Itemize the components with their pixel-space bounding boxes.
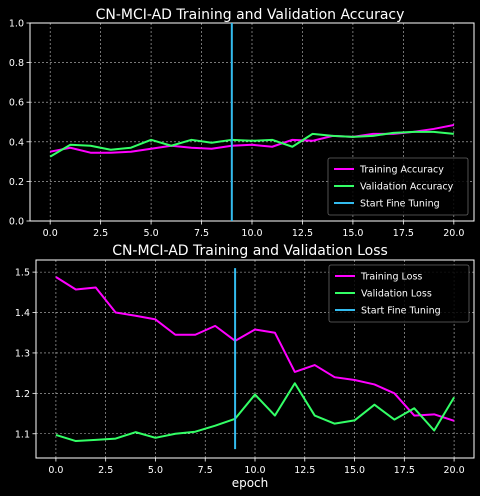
accuracy-legend-box: [327, 157, 469, 216]
loss-panel: CN-MCI-AD Training and Validation Loss e…: [15, 243, 475, 490]
loss-x-tick-label: 0.0: [48, 465, 63, 476]
accuracy-y-tick-label: 0.8: [9, 58, 24, 69]
loss-x-tick-label: 7.5: [198, 465, 213, 476]
accuracy-x-tick-label: 12.5: [292, 228, 313, 239]
accuracy-x-tick-label: 17.5: [393, 228, 414, 239]
accuracy-series-validation-accuracy: [49, 130, 454, 158]
loss-x-tick-label: 17.5: [394, 465, 415, 476]
loss-y-tick-label: 1.4: [15, 308, 30, 319]
loss-x-tick-label: 15.0: [344, 465, 365, 476]
loss-x-tick-label: 5.0: [148, 465, 163, 476]
loss-x-tick-label: 20.0: [444, 465, 465, 476]
accuracy-chart-title: CN-MCI-AD Training and Validation Accura…: [96, 7, 405, 23]
loss-legend: Training Loss Validation Loss Start Fine T…: [328, 264, 470, 323]
accuracy-legend-label: Start Fine Tuning: [360, 199, 440, 210]
accuracy-y-tick-label: 1.0: [9, 19, 24, 30]
loss-series-training-loss: [55, 276, 455, 422]
accuracy-y-tick-label: 0.4: [9, 137, 24, 148]
loss-y-tick-label: 1.2: [15, 389, 30, 400]
accuracy-x-tick-label: 15.0: [342, 228, 363, 239]
loss-y-tick-label: 1.5: [15, 268, 30, 279]
accuracy-x-tick-label: 10.0: [241, 228, 262, 239]
accuracy-x-tick-label: 7.5: [194, 228, 209, 239]
accuracy-x-tick-label: 20.0: [443, 228, 464, 239]
accuracy-legend: Training Accuracy Validation Accuracy Star…: [327, 157, 469, 216]
loss-chart-title: CN-MCI-AD Training and Validation Loss: [112, 243, 388, 259]
loss-y-tick-label: 1.3: [15, 348, 30, 359]
loss-x-axis-label: epoch: [232, 476, 269, 490]
loss-y-tick-label: 1.1: [15, 429, 30, 440]
accuracy-y-tick-label: 0.2: [9, 177, 24, 188]
loss-x-tick-label: 12.5: [294, 465, 315, 476]
accuracy-y-tick-label: 0.0: [9, 217, 24, 228]
loss-legend-label: Training Loss: [360, 272, 422, 283]
accuracy-y-tick-label: 0.6: [9, 98, 24, 109]
accuracy-legend-label: Training Accuracy: [359, 165, 444, 176]
accuracy-panel: CN-MCI-AD Training and Validation Accura…: [9, 7, 475, 239]
accuracy-x-tick-label: 0.0: [43, 228, 58, 239]
accuracy-x-tick-label: 5.0: [144, 228, 159, 239]
loss-series-validation-loss: [55, 382, 455, 443]
loss-legend-label: Start Fine Tuning: [361, 306, 441, 317]
loss-x-tick-label: 10.0: [244, 465, 265, 476]
loss-x-tick-label: 2.5: [98, 465, 113, 476]
accuracy-legend-label: Validation Accuracy: [360, 182, 454, 193]
loss-legend-label: Validation Loss: [361, 289, 432, 300]
accuracy-x-tick-label: 2.5: [93, 228, 108, 239]
loss-legend-box: [328, 264, 470, 323]
